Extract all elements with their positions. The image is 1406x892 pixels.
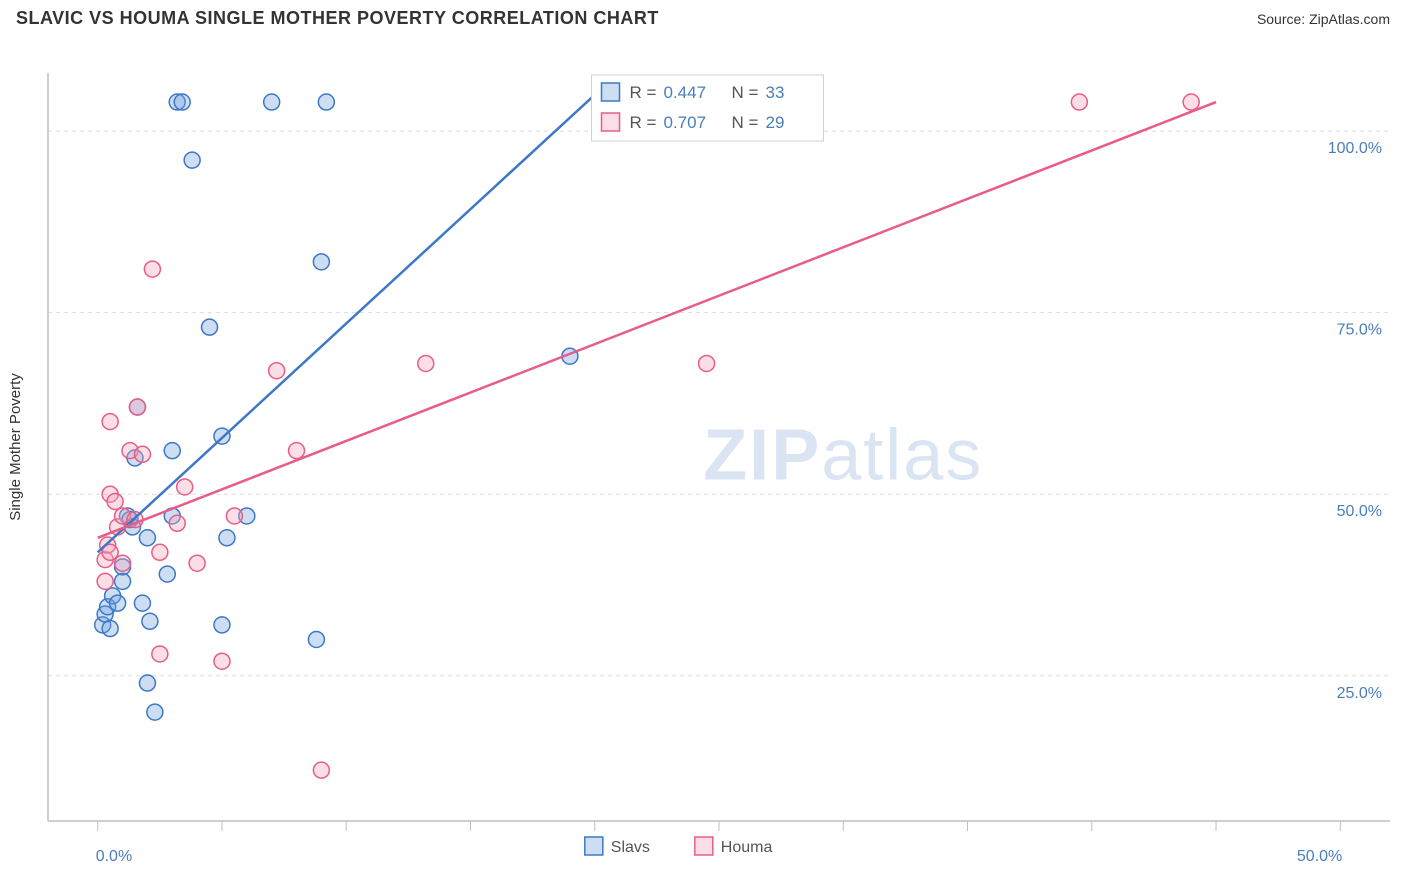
trend-line bbox=[98, 95, 595, 553]
scatter-point bbox=[102, 621, 118, 637]
watermark: ZIPatlas bbox=[703, 416, 983, 496]
stat-box bbox=[592, 75, 824, 141]
scatter-point bbox=[289, 443, 305, 459]
scatter-point bbox=[313, 762, 329, 778]
scatter-point bbox=[313, 254, 329, 270]
y-tick-label: 100.0% bbox=[1328, 140, 1382, 157]
scatter-point bbox=[318, 94, 334, 110]
x-tick-label: 50.0% bbox=[1297, 848, 1342, 865]
scatter-chart: 25.0% 50.0% 75.0% 100.0% ZIPatlas 0.0% 50.0% Si… bbox=[0, 33, 1406, 885]
scatter-point bbox=[134, 446, 150, 462]
y-tick-label: 50.0% bbox=[1337, 503, 1382, 520]
y-axis-title: Single Mother Poverty bbox=[7, 373, 24, 521]
header-row: SLAVIC VS HOUMA SINGLE MOTHER POVERTY CO… bbox=[0, 0, 1406, 33]
scatter-point bbox=[139, 530, 155, 546]
scatter-point bbox=[174, 94, 190, 110]
scatter-point bbox=[177, 479, 193, 495]
legend-label: Slavs bbox=[611, 839, 650, 856]
scatter-point bbox=[134, 595, 150, 611]
stat-r-value: 0.707 bbox=[664, 113, 707, 132]
legend-swatch bbox=[585, 837, 603, 855]
stat-n-value: 29 bbox=[766, 113, 785, 132]
scatter-point bbox=[202, 319, 218, 335]
scatter-point bbox=[139, 675, 155, 691]
scatter-point bbox=[308, 631, 324, 647]
scatter-point bbox=[214, 653, 230, 669]
chart-container: 25.0% 50.0% 75.0% 100.0% ZIPatlas 0.0% 50.0% Si… bbox=[0, 33, 1406, 885]
scatter-point bbox=[129, 399, 145, 415]
scatter-point bbox=[219, 530, 235, 546]
stat-n-label: N = bbox=[732, 113, 759, 132]
scatter-point bbox=[147, 704, 163, 720]
scatter-point bbox=[115, 555, 131, 571]
scatter-point bbox=[184, 152, 200, 168]
y-tick-label: 25.0% bbox=[1337, 685, 1382, 702]
y-tick-label: 75.0% bbox=[1337, 322, 1382, 339]
stat-swatch bbox=[602, 83, 620, 101]
stat-r-label: R = bbox=[630, 113, 657, 132]
legend-swatch bbox=[695, 837, 713, 855]
scatter-point bbox=[152, 544, 168, 560]
scatter-point bbox=[107, 493, 123, 509]
scatter-point bbox=[269, 363, 285, 379]
scatter-point bbox=[189, 555, 205, 571]
stat-n-value: 33 bbox=[766, 83, 785, 102]
scatter-point bbox=[264, 94, 280, 110]
scatter-point bbox=[144, 261, 160, 277]
scatter-point bbox=[214, 617, 230, 633]
stat-r-value: 0.447 bbox=[664, 83, 707, 102]
scatter-point bbox=[1071, 94, 1087, 110]
scatter-point bbox=[115, 573, 131, 589]
scatter-point bbox=[164, 443, 180, 459]
scatter-point bbox=[169, 515, 185, 531]
chart-title: SLAVIC VS HOUMA SINGLE MOTHER POVERTY CO… bbox=[16, 8, 659, 29]
x-tick-label: 0.0% bbox=[96, 848, 132, 865]
scatter-point bbox=[97, 573, 113, 589]
stat-swatch bbox=[602, 113, 620, 131]
scatter-point bbox=[1183, 94, 1199, 110]
trend-line bbox=[98, 102, 1216, 538]
scatter-point bbox=[142, 613, 158, 629]
scatter-point bbox=[226, 508, 242, 524]
scatter-point bbox=[159, 566, 175, 582]
scatter-point bbox=[418, 355, 434, 371]
stat-n-label: N = bbox=[732, 83, 759, 102]
scatter-point bbox=[102, 414, 118, 430]
source-attribution: Source: ZipAtlas.com bbox=[1257, 11, 1390, 27]
legend-label: Houma bbox=[721, 839, 773, 856]
scatter-point bbox=[110, 595, 126, 611]
stat-r-label: R = bbox=[630, 83, 657, 102]
scatter-point bbox=[152, 646, 168, 662]
scatter-point bbox=[699, 355, 715, 371]
